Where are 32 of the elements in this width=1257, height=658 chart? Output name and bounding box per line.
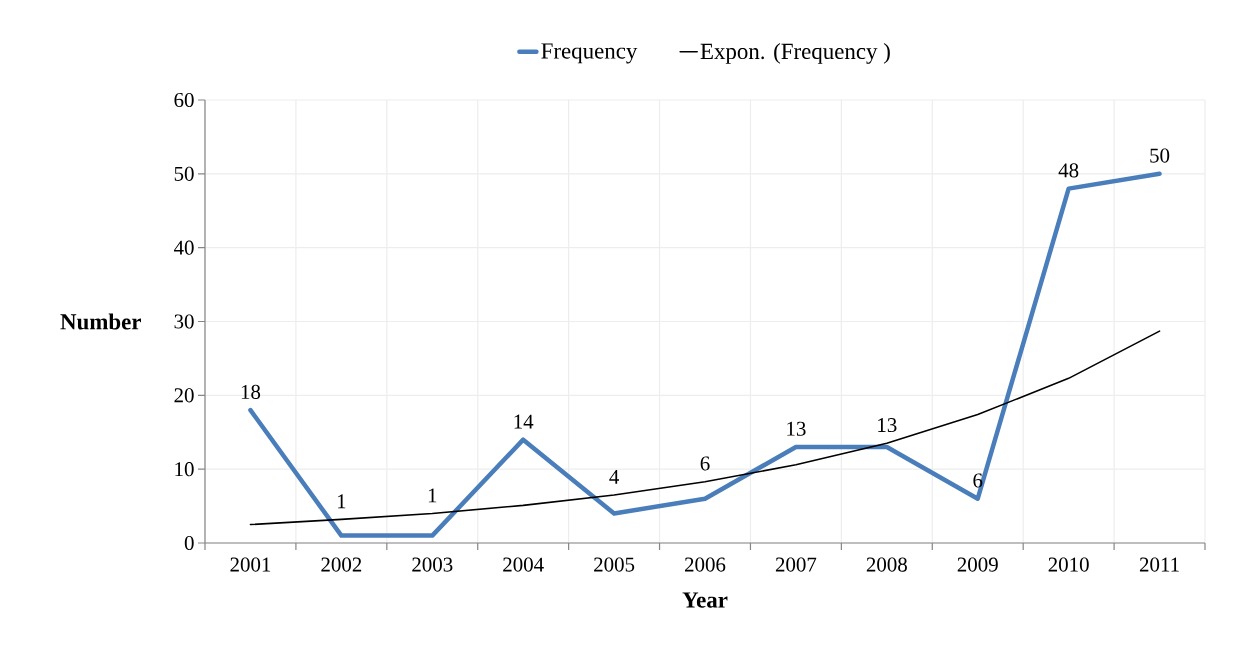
legend-label: Expon. (Frequency ) xyxy=(700,42,890,64)
legend-label: Frequency xyxy=(541,43,638,64)
x-tick-label: 2008 xyxy=(866,557,907,572)
y-axis-title: Number xyxy=(60,313,141,330)
x-tick-label: 2001 xyxy=(230,557,271,572)
data-label: 14 xyxy=(514,414,534,429)
x-tick-label: 2007 xyxy=(775,557,817,572)
y-tick-label: 10 xyxy=(175,462,194,477)
data-label: 4 xyxy=(609,470,619,484)
data-label: 13 xyxy=(878,418,897,433)
data-label: 50 xyxy=(1150,148,1170,163)
x-tick-label: 2004 xyxy=(503,557,544,572)
y-tick-label: 60 xyxy=(174,92,194,108)
x-tick-label: 2009 xyxy=(957,557,998,572)
x-tick-label: 2010 xyxy=(1048,557,1089,572)
y-tick-label: 40 xyxy=(173,240,194,255)
x-tick-label: 2006 xyxy=(685,557,726,572)
data-label: 48 xyxy=(1058,163,1079,178)
x-axis-title: Year xyxy=(682,592,728,608)
y-tick-label: 50 xyxy=(174,166,194,181)
data-label: 1 xyxy=(428,488,437,503)
x-tick-label: 2011 xyxy=(1139,557,1179,572)
x-tick-label: 2003 xyxy=(412,557,453,572)
y-tick-label: 30 xyxy=(174,314,194,329)
data-label: 13 xyxy=(787,421,806,436)
x-tick-label: 2005 xyxy=(594,557,635,572)
x-tick-label: 2002 xyxy=(321,557,362,572)
y-tick-label: 0 xyxy=(184,535,194,551)
y-tick-label: 20 xyxy=(174,388,194,403)
data-label: 1 xyxy=(337,494,346,509)
data-label: 18 xyxy=(241,384,261,399)
data-label: 6 xyxy=(700,456,710,471)
